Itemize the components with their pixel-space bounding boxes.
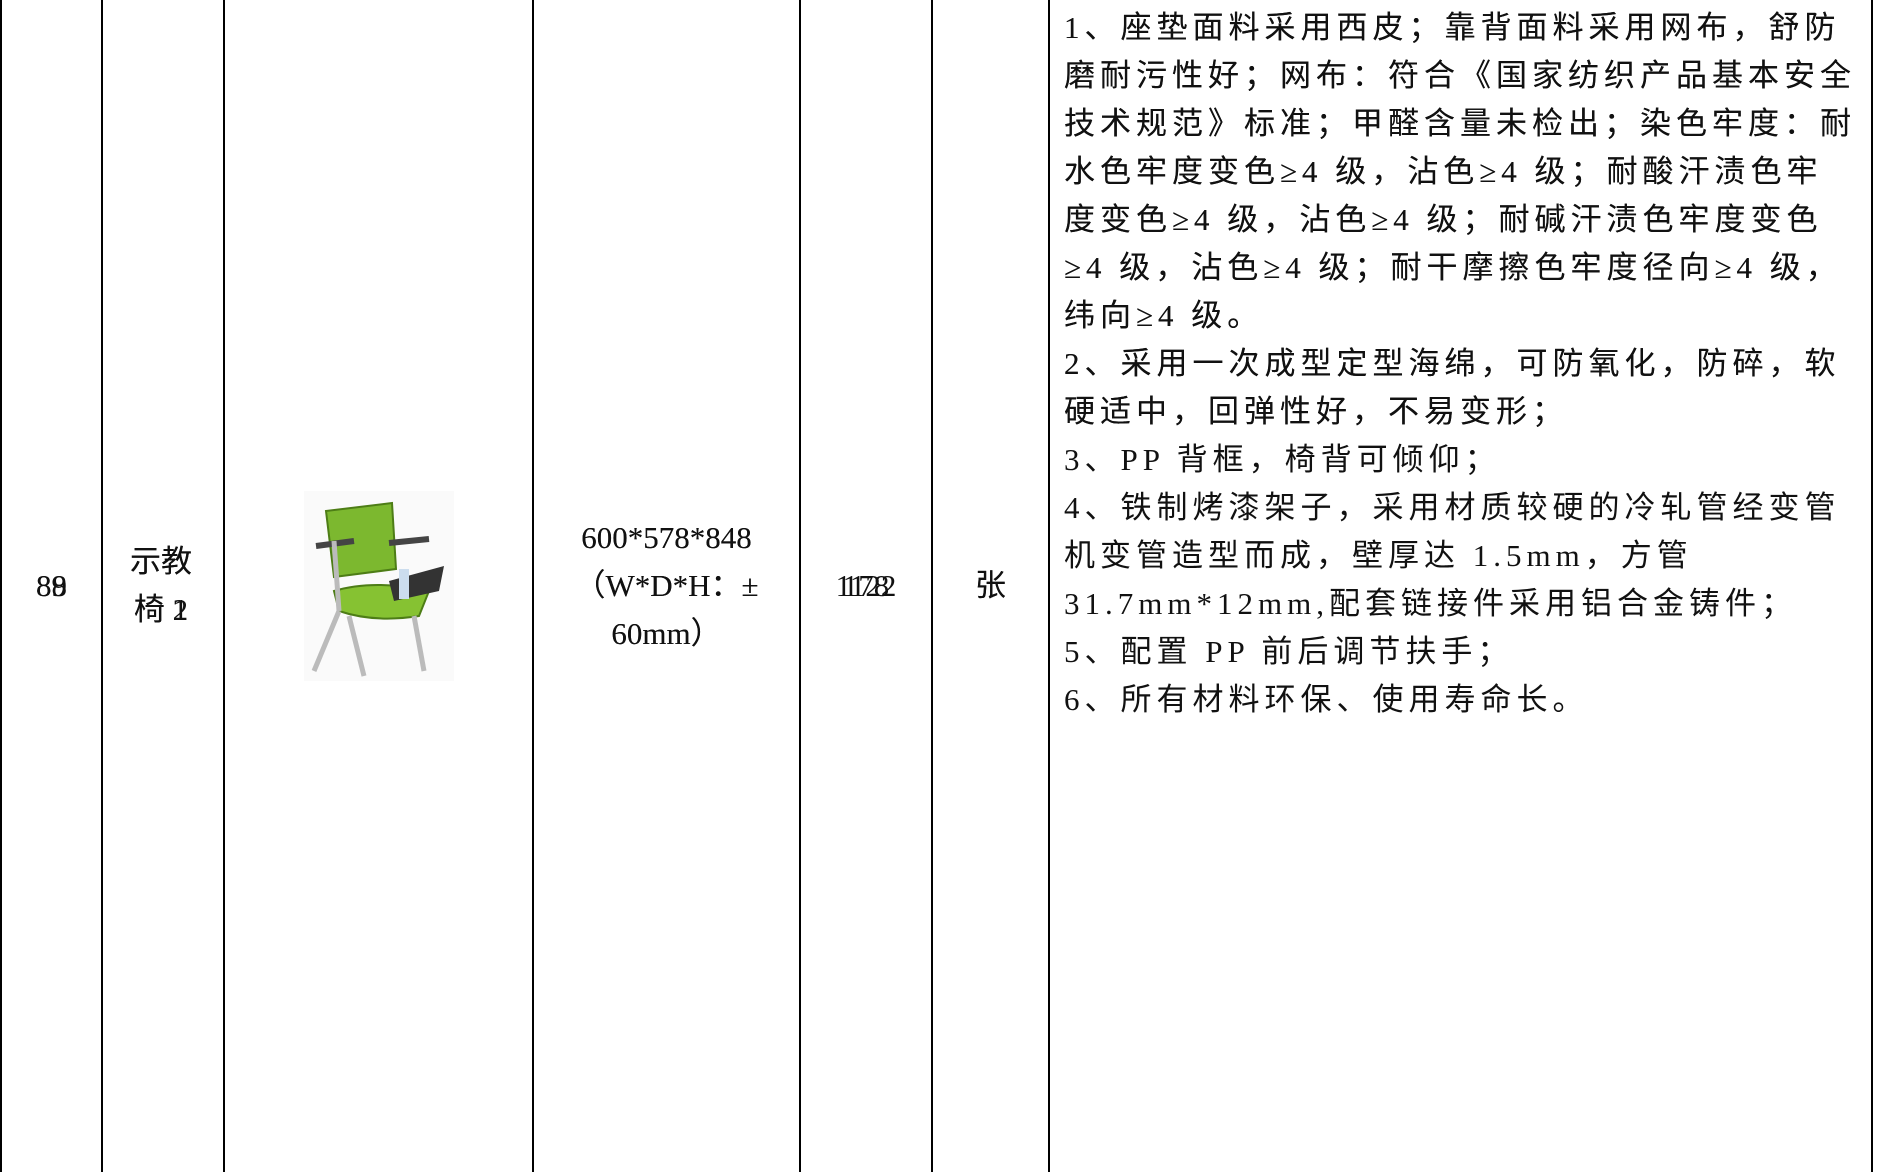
description-line: 纬向≥4 级。 xyxy=(1064,298,1264,333)
description-line: 2、采用一次成型定型海绵，可防氧化，防碎，软 xyxy=(1064,346,1841,381)
description-line: 纬向≥4 级。 xyxy=(1064,298,1264,333)
description-line: 技术规范》标准；甲醛含量未检出；染色牢度：耐 xyxy=(1064,106,1856,141)
table-cell: 张 xyxy=(931,0,1048,1172)
unit: 张 xyxy=(975,568,1006,603)
description-line: 5、配置 PP 前后调节扶手； xyxy=(1064,634,1514,669)
dimension-line: （W*D*H：± xyxy=(574,568,759,603)
description-line: 磨耐污性好；网布：符合《国家纺织产品基本安全 xyxy=(1064,58,1856,93)
description-line: 硬适中，回弹性好，不易变形； xyxy=(1064,394,1568,429)
quantity: 178 xyxy=(842,568,890,603)
dimension-line: （W*D*H：± xyxy=(574,568,759,603)
item-name: 示教椅 2 xyxy=(130,544,192,627)
item-name: 示教椅 1 xyxy=(130,544,192,627)
table-cell: 示教椅 2 xyxy=(101,0,223,1172)
dimension-line: 60mm） xyxy=(611,616,722,651)
description-line: 度变色≥4 级，沾色≥4 级；耐碱汗渍色牢度变色 xyxy=(1064,202,1823,237)
description-line: 水色牢度变色≥4 级，沾色≥4 级；耐酸汗渍色牢 xyxy=(1064,154,1823,189)
dimensions: 600*578*848 （W*D*H：± 60mm） xyxy=(574,514,758,658)
table-cell: 178 xyxy=(799,0,931,1172)
dimension-line: 600*578*848 xyxy=(581,520,752,555)
description-line: 度变色≥4 级，沾色≥4 级；耐碱汗渍色牢度变色 xyxy=(1064,202,1823,237)
description-line: ≥4 级，沾色≥4 级；耐干摩擦色牢度径向≥4 级， xyxy=(1064,250,1842,285)
chair-image xyxy=(303,491,454,681)
description-line: 硬适中，回弹性好，不易变形； xyxy=(1064,394,1568,429)
description-line: ≥4 级，沾色≥4 级；耐干摩擦色牢度径向≥4 级， xyxy=(1064,250,1842,285)
table-cell: 1、座垫面料采用西皮；靠背面料采用网布，舒防 磨耐污性好；网布：符合《国家纺织产品… xyxy=(1048,0,1873,1172)
table-cell xyxy=(223,0,532,1172)
table-cell: 600*578*848 （W*D*H：± 60mm） xyxy=(532,0,799,1172)
description-line: 技术规范》标准；甲醛含量未检出；染色牢度：耐 xyxy=(1064,106,1856,141)
description-line: 6、所有材料环保、使用寿命长。 xyxy=(1064,682,1589,717)
quantity: 1122 xyxy=(835,568,897,603)
dimension-line: 600*578*848 xyxy=(581,520,752,555)
unit: 张 xyxy=(975,568,1006,603)
description-line: 机变管造型而成，壁厚达 1.5mm，方管 xyxy=(1064,538,1693,573)
description-line: 水色牢度变色≥4 级，沾色≥4 级；耐酸汗渍色牢 xyxy=(1064,154,1823,189)
item-number: 89 xyxy=(36,568,67,603)
dimensions: 600*578*848 （W*D*H：± 60mm） xyxy=(574,514,758,658)
item-number: 88 xyxy=(36,568,67,603)
table-cell: 89 xyxy=(0,0,101,1172)
description-line: 1、座垫面料采用西皮；靠背面料采用网布，舒防 xyxy=(1064,10,1841,45)
description-line: 磨耐污性好；网布：符合《国家纺织产品基本安全 xyxy=(1064,58,1856,93)
description-line: 3、PP 背框，椅背可倾仰； xyxy=(1064,442,1501,477)
dimension-line: 60mm） xyxy=(611,616,722,651)
description-line: 4、铁制烤漆架子，采用材质较硬的冷轧管经变管 xyxy=(1064,490,1841,525)
description-line: 31.7mm*12mm,配套链接件采用铝合金铸件； xyxy=(1064,586,1797,621)
description-line: 2、采用一次成型定型海绵，可防氧化，防碎，软 xyxy=(1064,346,1841,381)
description-line: 1、座垫面料采用西皮；靠背面料采用网布，舒防 xyxy=(1064,10,1841,45)
